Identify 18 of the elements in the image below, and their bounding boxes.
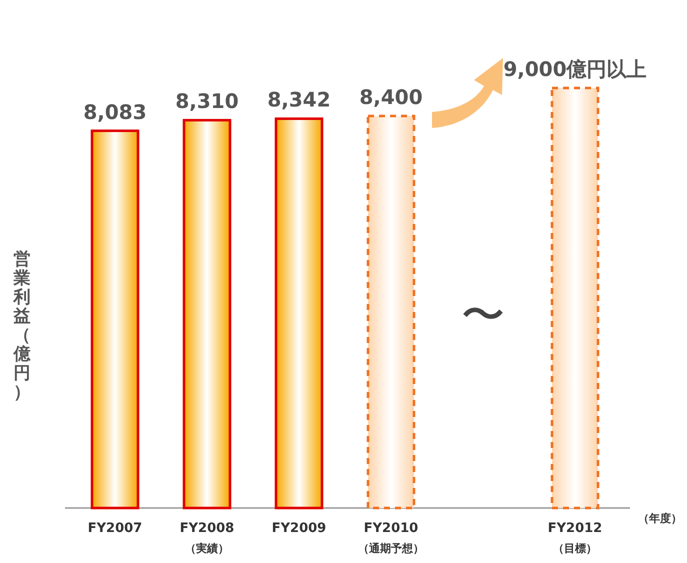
data-label: 9,000億円以上 [503,57,647,81]
x-tick-label: FY2012 （目標） [548,521,602,555]
x-tick-label: FY2007 [88,521,142,536]
annotation: 〜 [461,290,505,341]
x-tick-label: FY2008 （実績） [180,521,234,555]
y-axis-title: 営業利益（億円） [12,250,32,402]
bar [90,130,140,510]
bar [274,117,324,510]
data-label: 8,400 [359,85,423,109]
bar [182,118,232,510]
bar [550,86,600,510]
data-label: 8,083 [83,100,147,124]
x-axis-title: （年度） [638,512,682,525]
x-tick-label: FY2009 [272,521,326,536]
x-tick-label: FY2010 （通期予想） [358,521,424,555]
data-label: 8,310 [175,89,239,114]
bar [366,114,416,510]
data-label: 8,342 [267,88,331,112]
